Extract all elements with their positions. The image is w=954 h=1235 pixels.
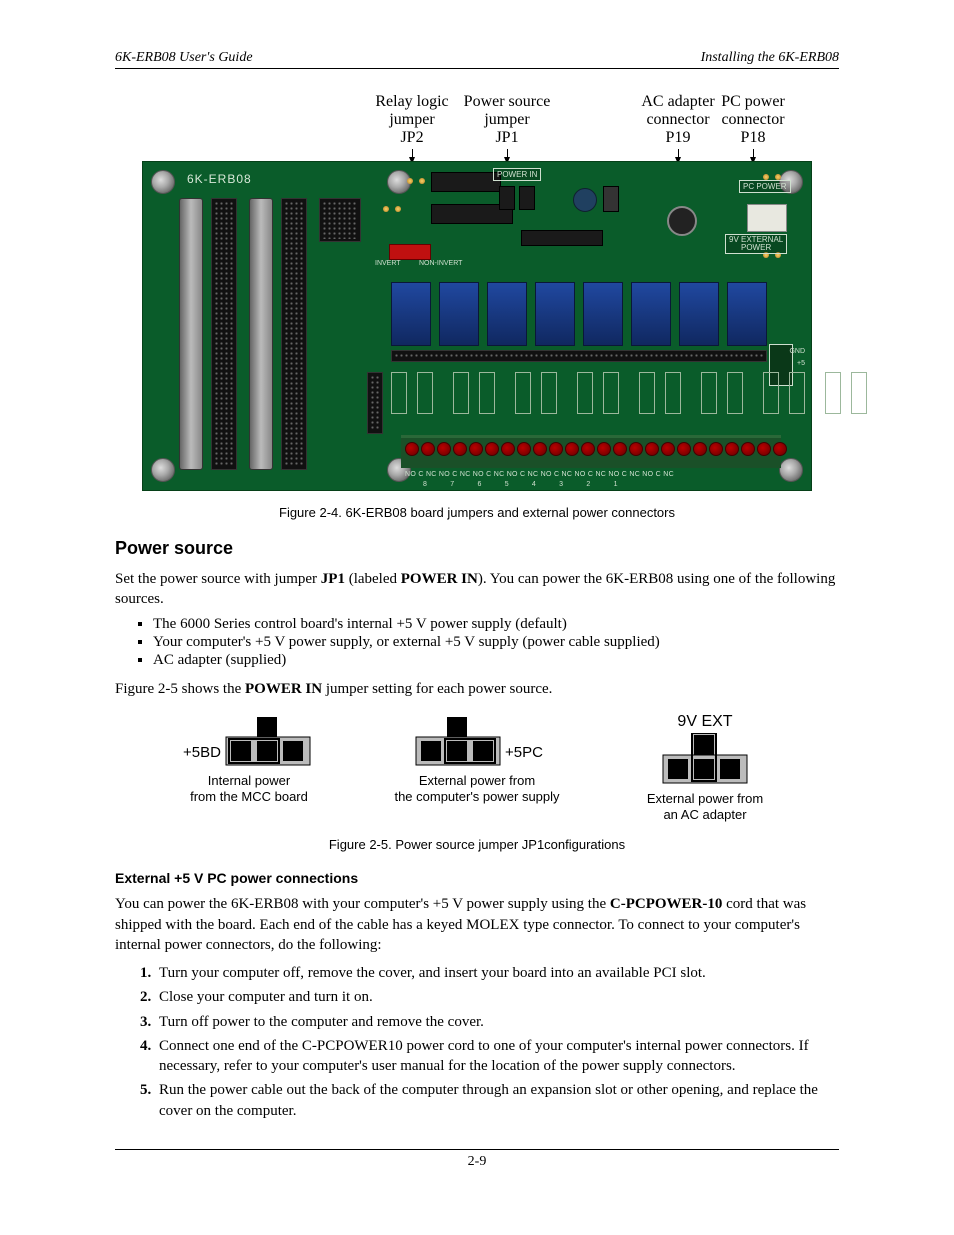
p19-connector: [667, 206, 697, 236]
jp2-invert-silk: INVERT: [375, 260, 401, 267]
board-name-silk: 6K-ERB08: [187, 172, 252, 186]
fig24-label-p18-l3: P18: [718, 129, 788, 147]
external-5v-steps: Turn your computer off, remove the cover…: [115, 963, 839, 1121]
figure-2-5-caption: Figure 2-5. Power source jumper JP1confi…: [115, 837, 839, 852]
bullet-3: AC adapter (supplied): [153, 652, 839, 669]
fig24-label-p18-l1: PC power: [718, 93, 788, 111]
fig24-label-jp2-l2: jumper: [374, 111, 450, 129]
fig24-label-p19-l3: P19: [640, 129, 716, 147]
power-in-silk: POWER IN: [493, 168, 541, 181]
jumper-5pc: +5PC External power from the computer's …: [377, 713, 577, 806]
ext-power-silk: 9V EXTERNAL POWER: [725, 234, 787, 254]
fig24-label-jp2-l3: JP2: [374, 129, 450, 147]
jumper-diagram-left: [225, 715, 311, 767]
header-right: Installing the 6K-ERB08: [701, 50, 839, 66]
fig24-label-jp1-l3: JP1: [462, 129, 552, 147]
bullet-2: Your computer's +5 V power supply, or ex…: [153, 634, 839, 651]
bullet-1: The 6000 Series control board's internal…: [153, 616, 839, 633]
external-5v-heading: External +5 V PC power connections: [115, 870, 839, 886]
figure-2-4-caption: Figure 2-4. 6K-ERB08 board jumpers and e…: [115, 505, 839, 520]
p5-silk: +5: [797, 360, 805, 367]
power-source-heading: Power source: [115, 538, 839, 559]
step-5: Run the power cable out the back of the …: [155, 1080, 839, 1121]
jumper-9vext: 9V EXT External power from an AC adapter: [605, 713, 805, 824]
power-source-bullets: The 6000 Series control board's internal…: [115, 616, 839, 669]
figure-2-4: Relay logic jumper JP2 Power source jump…: [115, 93, 839, 520]
fig24-label-p18-l2: connector: [718, 111, 788, 129]
gnd-silk: GND: [789, 348, 805, 355]
page-number: 2-9: [468, 1154, 487, 1169]
jp2-jumper: [389, 244, 431, 260]
fig24-label-p19-l2: connector: [640, 111, 716, 129]
external-5v-p1: You can power the 6K-ERB08 with your com…: [115, 894, 839, 955]
step-3: Turn off power to the computer and remov…: [155, 1012, 839, 1032]
figure-2-5: +5BD Internal power from the MCC board: [135, 713, 819, 824]
fig24-label-jp1-l2: jumper: [462, 111, 552, 129]
jumper-diagram-right: [415, 715, 501, 767]
term-numbers: 8 7 6 5 4 3 2 1: [423, 481, 618, 488]
step-1: Turn your computer off, remove the cover…: [155, 963, 839, 983]
page-footer: 2-9: [115, 1149, 839, 1170]
jp2-noninvert-silk: NON-INVERT: [419, 260, 462, 267]
step-2: Close your computer and turn it on.: [155, 987, 839, 1007]
power-source-p1: Set the power source with jumper JP1 (la…: [115, 569, 839, 610]
jumper-diagram-top: [662, 733, 748, 785]
step-4: Connect one end of the C-PCPOWER10 power…: [155, 1036, 839, 1077]
fig24-label-jp2-l1: Relay logic: [374, 93, 450, 111]
fig24-label-jp1-l1: Power source: [462, 93, 552, 111]
page-header: 6K-ERB08 User's Guide Installing the 6K-…: [115, 50, 839, 69]
p18-connector: [747, 204, 787, 232]
pcb-board: 6K-ERB08 POWER IN: [142, 161, 812, 491]
term-labels: NO C NC NO C NC NO C NC NO C NC NO C NC …: [405, 471, 674, 478]
fig24-label-p19-l1: AC adapter: [640, 93, 716, 111]
header-left: 6K-ERB08 User's Guide: [115, 50, 253, 66]
jumper-5bd: +5BD Internal power from the MCC board: [149, 713, 349, 806]
power-source-p2: Figure 2-5 shows the POWER IN jumper set…: [115, 679, 839, 699]
pc-power-silk: PC POWER: [739, 180, 791, 193]
